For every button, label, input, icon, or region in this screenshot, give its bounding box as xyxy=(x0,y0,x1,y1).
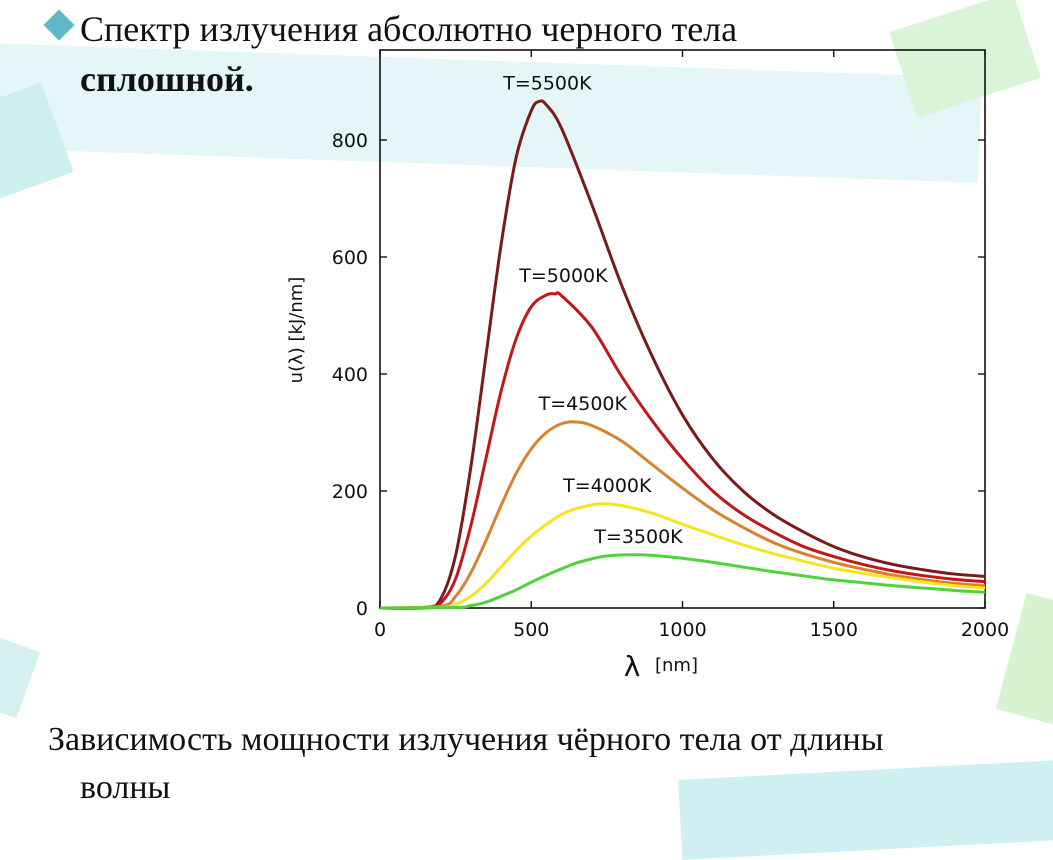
series-label: T=4000K xyxy=(562,475,652,497)
y-tick-label: 400 xyxy=(332,364,368,386)
caption-line2: волны xyxy=(80,769,171,806)
series-line-t3500k xyxy=(379,553,986,610)
series-line-t4500k xyxy=(379,420,986,610)
x-axis-label-unit: [nm] xyxy=(655,655,698,676)
x-tick-label: 1500 xyxy=(810,619,858,641)
series-label: T=5500K xyxy=(502,72,592,94)
slide-caption: Зависимость мощности излучения чёрного т… xyxy=(48,716,1008,812)
series-label: T=3500K xyxy=(593,526,683,548)
x-tick-label: 1000 xyxy=(658,619,706,641)
series-label: T=4500K xyxy=(538,393,628,415)
y-axis-label: u(λ) [kJ/nm] xyxy=(286,277,307,384)
x-axis-label-symbol: λ xyxy=(624,650,641,683)
series-line-t5000k xyxy=(379,291,986,610)
slide-title-line1: Спектр излучения абсолютно черного тела xyxy=(80,9,738,49)
slide-title-line2: сплошной. xyxy=(80,59,254,99)
series-label: T=5000K xyxy=(518,265,608,287)
x-tick-label: 500 xyxy=(513,619,549,641)
y-tick-label: 0 xyxy=(356,598,368,620)
x-tick-label: 2000 xyxy=(961,619,1009,641)
y-tick-label: 200 xyxy=(332,481,368,503)
series-line-t5500k xyxy=(379,99,986,610)
y-tick-label: 600 xyxy=(332,247,368,269)
caption-line1: Зависимость мощности излучения чёрного т… xyxy=(48,721,884,758)
series-line-t4000k xyxy=(379,502,986,610)
x-tick-label: 0 xyxy=(374,619,386,641)
blackbody-spectrum-chart: 0 500 1000 1500 2000 0 200 400 600 800 T=5500K T=5… xyxy=(286,49,1009,683)
y-tick-label: 800 xyxy=(332,130,368,152)
